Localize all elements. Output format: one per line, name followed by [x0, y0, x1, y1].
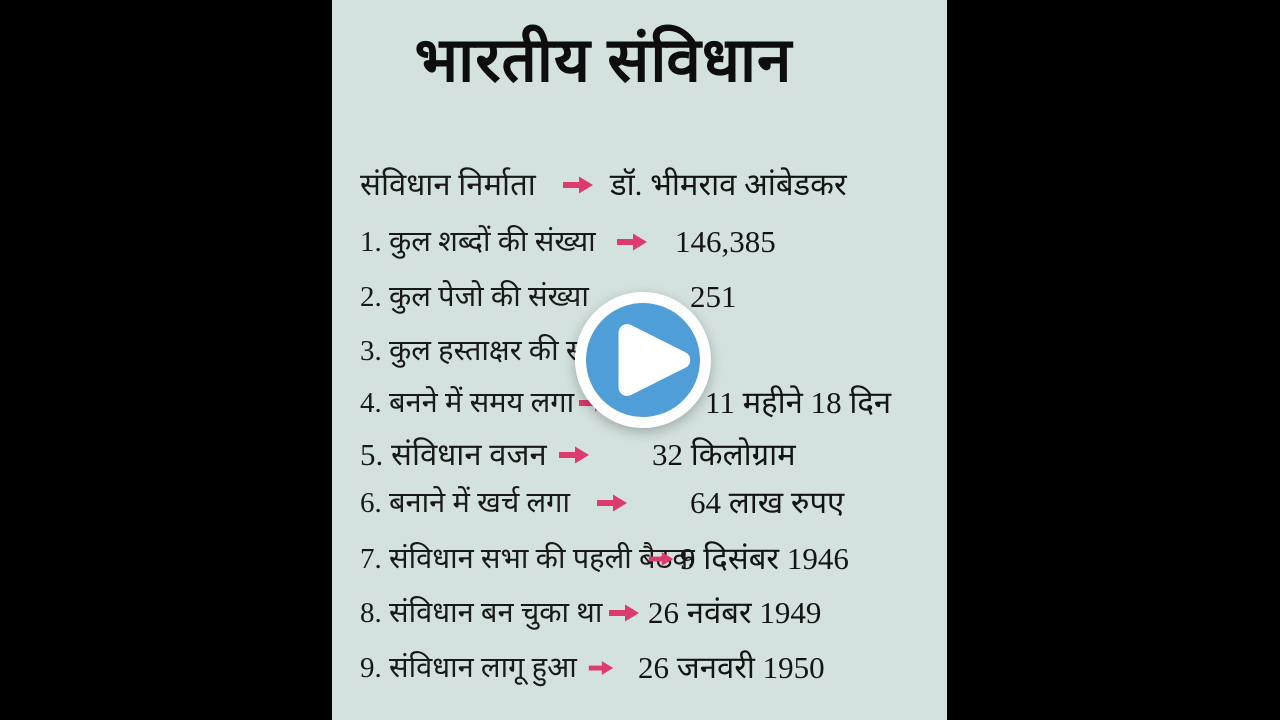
video-slide: भारतीय संविधान संविधान निर्माता डॉ. भीमर…: [332, 0, 947, 720]
fact-row: 3. कुल हस्ताक्षर की संख: [360, 328, 943, 374]
fact-row: 2. कुल पेजो की संख्या 251: [360, 274, 943, 320]
fact-label: 6. बनाने में खर्च लगा: [360, 487, 570, 519]
fact-label: 8. संविधान बन चुका था: [360, 597, 603, 629]
fact-label: 1. कुल शब्दों की संख्या: [360, 226, 596, 258]
fact-answer: 11 महीने 18 दिन: [705, 385, 892, 420]
fact-label: 5. संविधान वजन: [360, 437, 547, 472]
play-button-circle: [586, 303, 700, 417]
slide-title: भारतीय संविधान: [414, 27, 793, 95]
fact-label: संविधान निर्माता: [360, 167, 536, 202]
fact-label: 2. कुल पेजो की संख्या: [360, 281, 589, 313]
fact-answer: 251: [690, 279, 737, 314]
fact-answer: 9 दिसंबर 1946: [680, 541, 849, 576]
fact-row: 4. बनने में समय लगा 11 महीने 18 दिन: [360, 380, 943, 426]
fact-row: 5. संविधान वजन 32 किलोग्राम: [360, 432, 943, 478]
fact-label: 7. संविधान सभा की पहली बैठक: [360, 543, 695, 575]
fact-answer: डॉ. भीमराव आंबेडकर: [610, 167, 847, 202]
fact-row: 9. संविधान लागू हुआ 26 जनवरी 1950: [360, 645, 943, 691]
fact-answer: 26 जनवरी 1950: [638, 650, 825, 685]
fact-answer: 64 लाख रुपए: [690, 485, 845, 520]
fact-answer: 26 नवंबर 1949: [648, 595, 822, 630]
arrow-right-icon: [588, 658, 614, 678]
fact-label: 3. कुल हस्ताक्षर की संख: [360, 335, 610, 367]
play-button[interactable]: [575, 292, 711, 428]
arrow-right-icon: [596, 493, 628, 513]
play-icon: [618, 324, 691, 396]
fact-row: 1. कुल शब्दों की संख्या 146,385: [360, 219, 943, 265]
arrow-right-icon: [648, 549, 674, 569]
fact-row: संविधान निर्माता डॉ. भीमराव आंबेडकर: [360, 162, 943, 208]
fact-label: 4. बनने में समय लगा: [360, 387, 575, 419]
fact-label: 9. संविधान लागू हुआ: [360, 652, 577, 684]
facts-list: संविधान निर्माता डॉ. भीमराव आंबेडकर 1. क…: [332, 0, 947, 720]
arrow-right-icon: [558, 445, 590, 465]
fact-row: 7. संविधान सभा की पहली बैठक 9 दिसंबर 194…: [360, 536, 943, 582]
fact-row: 6. बनाने में खर्च लगा 64 लाख रुपए: [360, 480, 943, 526]
fact-answer: 32 किलोग्राम: [652, 437, 796, 472]
fact-answer: 146,385: [675, 224, 776, 259]
arrow-right-icon: [562, 175, 594, 195]
arrow-right-icon: [616, 232, 648, 252]
letterbox-right: [947, 0, 1280, 720]
letterbox-left: [0, 0, 332, 720]
fact-row: 8. संविधान बन चुका था 26 नवंबर 1949: [360, 590, 943, 636]
arrow-right-icon: [608, 603, 639, 623]
